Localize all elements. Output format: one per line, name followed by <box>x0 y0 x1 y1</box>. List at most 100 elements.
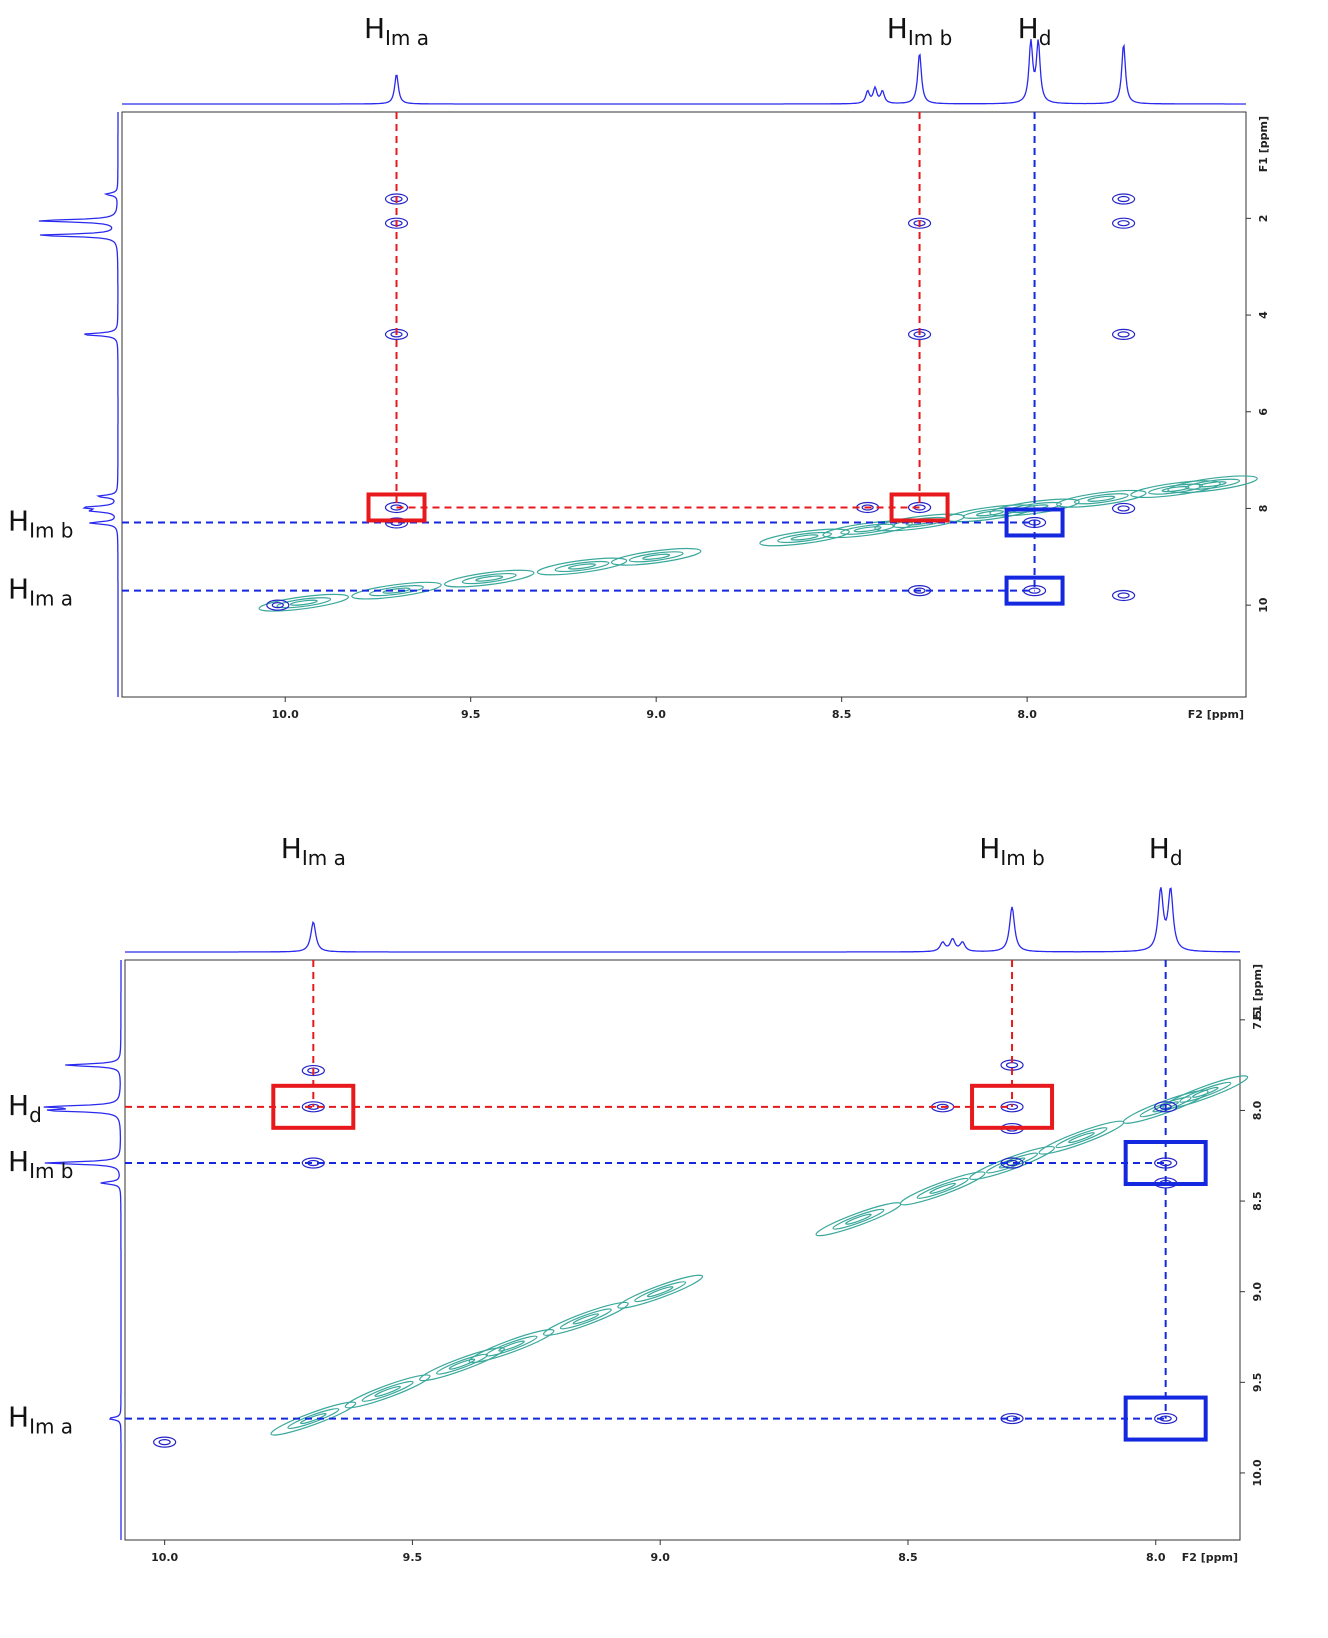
plot-frame <box>121 111 1247 698</box>
diagonal-peak <box>485 1335 538 1357</box>
cross-peak <box>1005 1062 1019 1069</box>
label-sub: Im a <box>302 846 346 870</box>
diagonal-peak <box>1055 1127 1108 1149</box>
diagonal-peak <box>361 1380 414 1402</box>
peak-label: HIm b <box>8 504 74 542</box>
diagonal-peak <box>1162 1075 1249 1110</box>
diagonal-peak <box>475 575 504 582</box>
diagonal-peak <box>790 534 819 541</box>
peak-label: Hd <box>1018 12 1052 50</box>
diagonal-peak <box>610 547 702 566</box>
diagonal-peak <box>646 1286 674 1298</box>
label-sub: Im b <box>1000 846 1044 870</box>
cross-peak <box>1154 1412 1178 1425</box>
diagonal-peak <box>448 1358 476 1370</box>
y-tick-label: 8.0 <box>1251 1100 1264 1120</box>
diagonal-peak <box>572 1313 600 1325</box>
diagonal-peak <box>567 563 596 570</box>
peak-label: HIm a <box>364 12 429 50</box>
diagonal-peak <box>986 1152 1039 1174</box>
x-tick-label: 8.5 <box>832 708 852 721</box>
cross-peak <box>153 1436 177 1448</box>
label-main: H <box>8 504 29 537</box>
x-tick-label: 10.0 <box>272 708 299 721</box>
diagonal-peak <box>1167 475 1258 494</box>
diagonal-peak <box>276 597 332 609</box>
cross-peak <box>301 1064 325 1077</box>
diagonal-peak <box>969 1145 1055 1181</box>
diagonal-peak <box>374 1385 401 1397</box>
label-main: H <box>979 832 1000 865</box>
diagonal-peak <box>1130 480 1221 499</box>
diagonal-peak <box>382 587 411 594</box>
diagonal-peak <box>419 1347 505 1382</box>
diagonal-peak <box>845 1213 872 1225</box>
diagonal-peak <box>351 581 442 600</box>
peak-label: HIm a <box>8 573 73 611</box>
peak-label: Hd <box>8 1089 42 1127</box>
cross-peak <box>1111 193 1136 205</box>
highlight-box <box>366 492 427 523</box>
diagonal-peak <box>300 1413 327 1425</box>
diagonal-peak <box>1198 481 1227 488</box>
x-tick-label: 9.5 <box>403 1551 423 1564</box>
y-tick-label: 8 <box>1257 505 1270 513</box>
highlight-box <box>1123 1140 1208 1186</box>
x-axis-label: F2 [ppm] <box>1182 1551 1238 1564</box>
y-tick-label: 9.5 <box>1251 1373 1264 1393</box>
label-main: H <box>1018 12 1039 45</box>
label-sub: d <box>1039 26 1052 50</box>
x-tick-label: 8.0 <box>1146 1551 1166 1564</box>
y-tick-label: 7.5 <box>1251 1010 1264 1030</box>
highlight-box <box>1004 507 1065 538</box>
label-sub: Im b <box>29 518 73 542</box>
cross-peak <box>1028 587 1041 594</box>
plot-frame <box>124 959 1241 1541</box>
x-tick-label: 8.5 <box>898 1551 918 1564</box>
diagonal-peak <box>1073 493 1129 505</box>
y-axis-label: F1 [ppm] <box>1251 964 1264 1020</box>
cross-peak <box>1117 220 1130 227</box>
cross-peak <box>1111 589 1136 602</box>
label-main: H <box>281 832 302 865</box>
diagonal-peak <box>759 528 850 547</box>
diagonal-peak <box>642 553 671 560</box>
cross-peak <box>907 501 932 514</box>
diagonal-peak <box>536 557 628 576</box>
label-sub: Im a <box>29 586 73 610</box>
diagonal-peak <box>1179 1081 1232 1103</box>
diagonal-peak <box>976 510 1005 517</box>
diagonal-peak <box>344 1374 431 1409</box>
diagonal-peak <box>1139 1096 1192 1118</box>
peak-label: HIm a <box>8 1401 73 1439</box>
diagonal-peak <box>554 560 610 573</box>
diagonal-peak <box>444 569 535 588</box>
f1-projection <box>43 960 122 1540</box>
label-main: H <box>364 12 385 45</box>
diagonal-peak <box>1068 1132 1095 1144</box>
diagonal-peak <box>1161 486 1190 493</box>
diagonal-peak <box>840 523 896 535</box>
diagonal-peak <box>628 551 684 563</box>
diagonal-peak <box>559 1308 612 1330</box>
diagonal-peak <box>258 593 349 612</box>
cross-peak <box>1117 505 1130 512</box>
highlight-box <box>970 1083 1055 1130</box>
diagonal-peak <box>998 1157 1026 1169</box>
diagonal-peak <box>542 1301 629 1336</box>
diagonal-peak <box>874 513 965 532</box>
diagonal-peak <box>916 1177 969 1199</box>
y-tick-label: 9.0 <box>1251 1282 1264 1302</box>
diagonal-peak <box>461 572 517 585</box>
cross-peak <box>301 1101 325 1113</box>
diagonal-peak <box>1087 495 1116 502</box>
cross-peak <box>1117 592 1130 599</box>
diagonal-peak <box>1192 1086 1219 1098</box>
diagonal-peak <box>435 1353 488 1375</box>
diagonal-peak <box>1122 1089 1209 1124</box>
cross-peak <box>158 1439 171 1446</box>
diagonal-peak <box>498 1340 525 1352</box>
highlight-box <box>1004 575 1065 606</box>
diagonal-peak <box>1056 489 1147 508</box>
